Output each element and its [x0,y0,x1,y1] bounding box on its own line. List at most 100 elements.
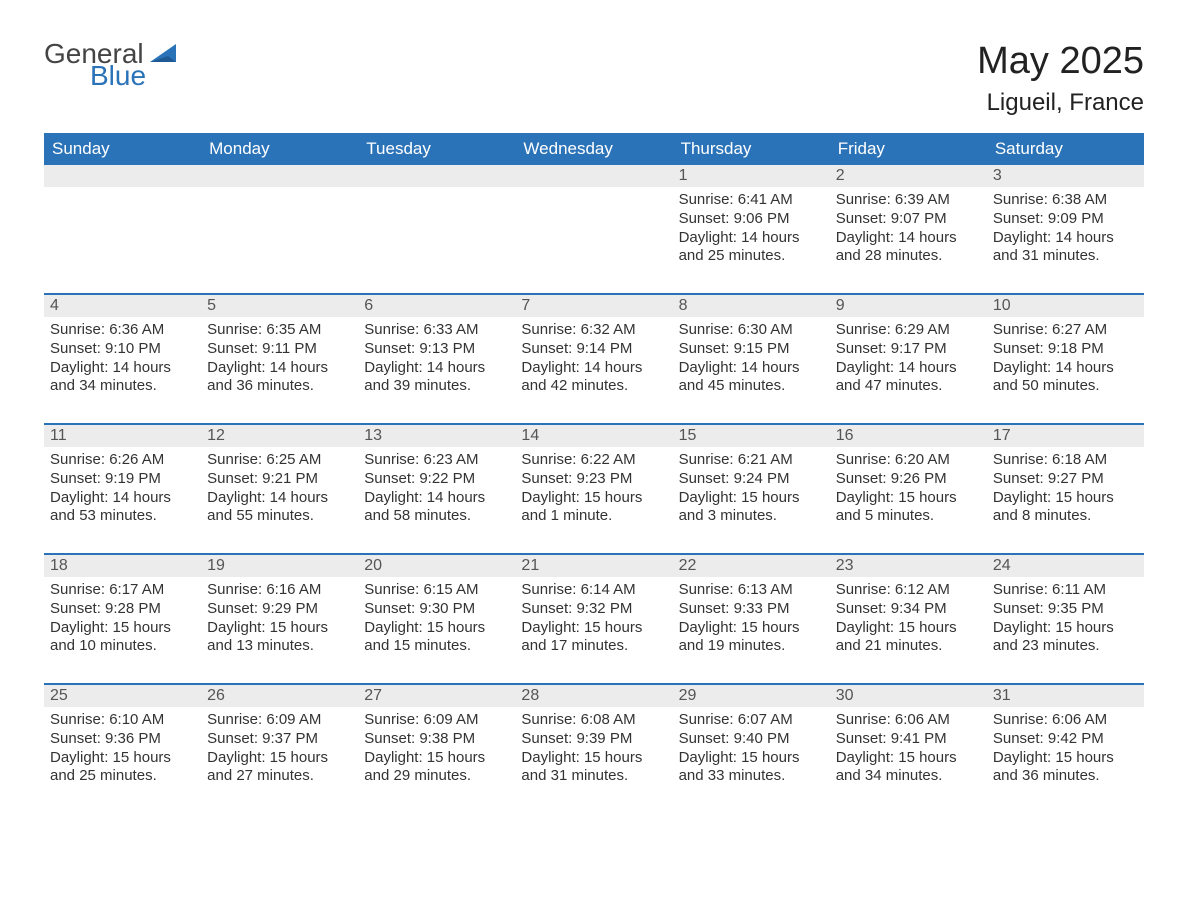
daylight-line: and 36 minutes. [207,377,352,396]
day-details: Sunrise: 6:09 AMSunset: 9:38 PMDaylight:… [358,707,515,790]
sunrise-line: Sunrise: 6:35 AM [207,321,352,340]
day-details: Sunrise: 6:33 AMSunset: 9:13 PMDaylight:… [358,317,515,400]
day-details: Sunrise: 6:29 AMSunset: 9:17 PMDaylight:… [830,317,987,400]
sunset-line: Sunset: 9:36 PM [50,730,195,749]
daylight-line: and 21 minutes. [836,637,981,656]
sunset-line: Sunset: 9:17 PM [836,340,981,359]
day-details: Sunrise: 6:12 AMSunset: 9:34 PMDaylight:… [830,577,987,660]
sunrise-line: Sunrise: 6:20 AM [836,451,981,470]
daylight-line: and 42 minutes. [521,377,666,396]
sunset-line: Sunset: 9:30 PM [364,600,509,619]
calendar-cell: 24Sunrise: 6:11 AMSunset: 9:35 PMDayligh… [987,555,1144,683]
sunset-line: Sunset: 9:22 PM [364,470,509,489]
sunset-line: Sunset: 9:15 PM [679,340,824,359]
day-number [515,165,672,187]
day-details: Sunrise: 6:18 AMSunset: 9:27 PMDaylight:… [987,447,1144,530]
calendar-cell: 2Sunrise: 6:39 AMSunset: 9:07 PMDaylight… [830,165,987,293]
daylight-line: and 28 minutes. [836,247,981,266]
sunset-line: Sunset: 9:28 PM [50,600,195,619]
day-details: Sunrise: 6:10 AMSunset: 9:36 PMDaylight:… [44,707,201,790]
day-details: Sunrise: 6:08 AMSunset: 9:39 PMDaylight:… [515,707,672,790]
calendar-cell: 19Sunrise: 6:16 AMSunset: 9:29 PMDayligh… [201,555,358,683]
calendar-cell: 18Sunrise: 6:17 AMSunset: 9:28 PMDayligh… [44,555,201,683]
daylight-line: Daylight: 15 hours [993,619,1138,638]
day-details: Sunrise: 6:26 AMSunset: 9:19 PMDaylight:… [44,447,201,530]
calendar-cell: 29Sunrise: 6:07 AMSunset: 9:40 PMDayligh… [673,685,830,813]
sunrise-line: Sunrise: 6:41 AM [679,191,824,210]
daylight-line: and 33 minutes. [679,767,824,786]
day-number: 22 [673,555,830,577]
sunrise-line: Sunrise: 6:36 AM [50,321,195,340]
day-details: Sunrise: 6:38 AMSunset: 9:09 PMDaylight:… [987,187,1144,270]
weekday-header: Wednesday [515,133,672,165]
daylight-line: and 55 minutes. [207,507,352,526]
daylight-line: and 27 minutes. [207,767,352,786]
day-number: 1 [673,165,830,187]
daylight-line: and 1 minute. [521,507,666,526]
daylight-line: Daylight: 15 hours [207,619,352,638]
calendar-week: 11Sunrise: 6:26 AMSunset: 9:19 PMDayligh… [44,423,1144,553]
sunrise-line: Sunrise: 6:14 AM [521,581,666,600]
daylight-line: Daylight: 14 hours [993,359,1138,378]
daylight-line: Daylight: 15 hours [679,619,824,638]
daylight-line: and 31 minutes. [993,247,1138,266]
sunset-line: Sunset: 9:21 PM [207,470,352,489]
sunset-line: Sunset: 9:34 PM [836,600,981,619]
brand-logo: General Blue [44,40,180,90]
sunset-line: Sunset: 9:09 PM [993,210,1138,229]
sunset-line: Sunset: 9:18 PM [993,340,1138,359]
day-number: 9 [830,295,987,317]
daylight-line: and 15 minutes. [364,637,509,656]
brand-triangle-icon [150,42,180,69]
day-number: 16 [830,425,987,447]
calendar-cell: 12Sunrise: 6:25 AMSunset: 9:21 PMDayligh… [201,425,358,553]
day-details: Sunrise: 6:41 AMSunset: 9:06 PMDaylight:… [673,187,830,270]
day-number: 2 [830,165,987,187]
brand-part2: Blue [90,62,146,90]
calendar-cell [201,165,358,293]
daylight-line: Daylight: 14 hours [50,489,195,508]
calendar-cell: 16Sunrise: 6:20 AMSunset: 9:26 PMDayligh… [830,425,987,553]
calendar-cell: 8Sunrise: 6:30 AMSunset: 9:15 PMDaylight… [673,295,830,423]
sunset-line: Sunset: 9:41 PM [836,730,981,749]
daylight-line: and 34 minutes. [50,377,195,396]
day-details: Sunrise: 6:20 AMSunset: 9:26 PMDaylight:… [830,447,987,530]
daylight-line: Daylight: 15 hours [836,749,981,768]
sunrise-line: Sunrise: 6:27 AM [993,321,1138,340]
calendar-cell: 27Sunrise: 6:09 AMSunset: 9:38 PMDayligh… [358,685,515,813]
sunset-line: Sunset: 9:07 PM [836,210,981,229]
sunset-line: Sunset: 9:29 PM [207,600,352,619]
sunrise-line: Sunrise: 6:13 AM [679,581,824,600]
calendar-cell: 22Sunrise: 6:13 AMSunset: 9:33 PMDayligh… [673,555,830,683]
calendar-week: 25Sunrise: 6:10 AMSunset: 9:36 PMDayligh… [44,683,1144,813]
calendar-cell: 10Sunrise: 6:27 AMSunset: 9:18 PMDayligh… [987,295,1144,423]
day-details: Sunrise: 6:30 AMSunset: 9:15 PMDaylight:… [673,317,830,400]
day-number: 30 [830,685,987,707]
sunrise-line: Sunrise: 6:09 AM [364,711,509,730]
calendar-cell: 28Sunrise: 6:08 AMSunset: 9:39 PMDayligh… [515,685,672,813]
day-number [358,165,515,187]
daylight-line: and 58 minutes. [364,507,509,526]
day-details: Sunrise: 6:36 AMSunset: 9:10 PMDaylight:… [44,317,201,400]
daylight-line: Daylight: 15 hours [50,619,195,638]
sunrise-line: Sunrise: 6:21 AM [679,451,824,470]
daylight-line: Daylight: 15 hours [993,749,1138,768]
calendar-cell: 14Sunrise: 6:22 AMSunset: 9:23 PMDayligh… [515,425,672,553]
day-details: Sunrise: 6:21 AMSunset: 9:24 PMDaylight:… [673,447,830,530]
daylight-line: Daylight: 15 hours [836,489,981,508]
day-details: Sunrise: 6:15 AMSunset: 9:30 PMDaylight:… [358,577,515,660]
sunset-line: Sunset: 9:14 PM [521,340,666,359]
day-details: Sunrise: 6:22 AMSunset: 9:23 PMDaylight:… [515,447,672,530]
day-details: Sunrise: 6:13 AMSunset: 9:33 PMDaylight:… [673,577,830,660]
sunset-line: Sunset: 9:11 PM [207,340,352,359]
day-number: 3 [987,165,1144,187]
sunset-line: Sunset: 9:19 PM [50,470,195,489]
day-number: 12 [201,425,358,447]
sunset-line: Sunset: 9:06 PM [679,210,824,229]
day-number: 4 [44,295,201,317]
weekday-header: Tuesday [358,133,515,165]
sunrise-line: Sunrise: 6:25 AM [207,451,352,470]
day-number: 8 [673,295,830,317]
sunrise-line: Sunrise: 6:10 AM [50,711,195,730]
day-number: 14 [515,425,672,447]
